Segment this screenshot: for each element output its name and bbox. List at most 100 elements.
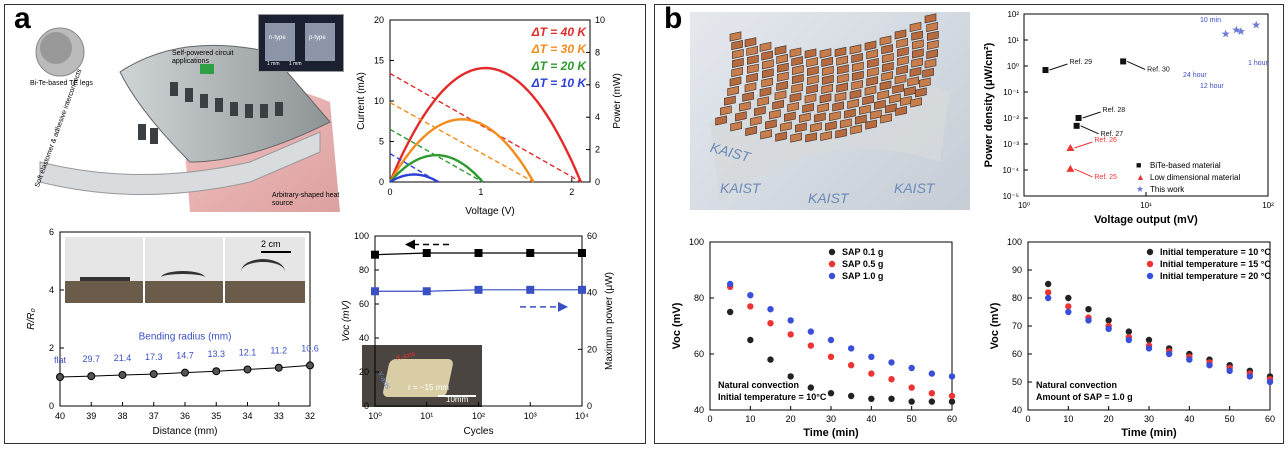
te-tile [835,128,847,139]
cycle-point-0-2 [474,249,483,257]
te-tile [790,132,802,143]
te-tile [915,87,927,98]
te-tile [912,48,924,59]
series-power-curve-2 [389,153,484,183]
point-0-7 [868,395,875,402]
time-label-2: 12 hour [1200,83,1224,90]
y2-axis-title: Maximum power (μW) [604,272,615,370]
point-0-3 [1105,317,1112,324]
te-tile [924,58,937,69]
te-tile [747,63,759,74]
radius-label: r = ~15 mm [408,383,449,392]
y-tick-label: 80 [359,265,369,275]
te-tile [834,46,847,57]
point-2-5 [827,336,835,344]
te-tile [762,68,774,79]
te-tile [792,73,804,84]
te-tile [789,92,802,103]
x-axis-title: Time (min) [803,427,859,439]
te-tile [892,83,904,94]
n-type-label: n-type [269,35,286,41]
y-tick-label: 6 [49,227,54,237]
radius-label-5: 13.3 [207,349,225,359]
bite-point-3 [1073,122,1080,129]
legend-marker-1: ▲ [1136,172,1145,182]
te-tile [821,56,833,67]
te-tile [866,76,878,87]
annotation-0: Natural convection [718,380,799,390]
y2-tick-label: 6 [595,80,600,90]
ref-label-4: Ref. 26 [1094,137,1117,144]
te-tile [769,109,781,120]
te-tile [910,97,922,108]
point-1-4 [807,342,815,349]
te-tile [745,125,757,136]
point-0-9 [908,398,915,405]
y2-tick-label: 0 [595,177,600,187]
te-tile [806,57,818,68]
y-tick-label: 15 [374,56,384,66]
te-tile [821,83,833,94]
kaist-text-3: KAIST [808,190,849,206]
legend-marker-0 [1146,248,1154,256]
te-tile [819,93,832,104]
point-2-11 [1266,378,1274,386]
te-tile [776,53,788,64]
point-0-10 [928,398,936,405]
point-0-3 [787,373,794,380]
point-2-7 [1186,356,1193,363]
te-tile [780,121,792,132]
legend-marker-2: ★ [1136,184,1144,194]
bite-point-2 [1075,115,1082,121]
annotation-1: Amount of SAP = 1.0 g [1036,392,1133,402]
y-tick-label: 10⁰ [1007,62,1019,71]
te-tile [850,124,862,135]
x-tick-label: 10³ [524,411,537,421]
radius-label-7: 11.2 [270,346,287,356]
te-tile [882,53,894,64]
legend-entry-2: This work [1150,185,1185,194]
te-tile [844,108,856,119]
point-2-1 [1065,308,1072,316]
y-tick-label: 60 [694,349,704,359]
annotation-0: Natural convection [1036,380,1117,390]
point-2-8 [1206,362,1213,369]
te-tile [889,93,901,104]
substrate-sheet [39,131,321,195]
te-tile [862,95,874,106]
legend-entry-3: ΔT = 10 K [531,76,588,90]
x-tick-label: 2 [569,187,574,197]
te-tile [775,131,787,142]
point-2-8 [888,359,895,366]
x-tick-label: 10 [745,414,755,424]
resistance-point-8 [306,361,314,370]
y2-axis-title: Power (mW) [612,73,623,129]
circuit-chip [200,64,214,74]
y2-tick-label: 60 [587,231,597,241]
annotation-1: Initial temperature = 10°C [718,392,827,402]
x-axis-title: Distance (mm) [152,426,217,437]
te-tile [867,66,879,78]
te-tile [819,48,832,59]
np-inset-photo: n-type p-type 1 mm 1 mm [258,14,344,72]
te-tile [744,82,757,93]
te-tile [897,46,909,57]
inset-scale-2: 1 mm [289,61,302,67]
x-tick-label: 33 [274,411,284,421]
ref-arrow-4 [1074,141,1093,149]
legend-entry-1: ΔT = 30 K [531,42,588,56]
te-tile [807,65,819,77]
point-0-4 [1125,328,1133,335]
cycle-scale-label: 10mm [446,395,469,404]
point-0-2 [1085,306,1092,313]
y-tick-label: 5 [379,137,384,147]
te-tile [810,122,822,133]
point-1-7 [868,370,875,377]
y-axis-title: R/R₀ [26,308,37,329]
x-tick-label: 10 [1063,414,1073,424]
te-tile [855,114,867,125]
x-tick-label: 40 [55,411,65,421]
low-dim-point-4 [1066,144,1075,152]
te-tile [849,44,862,55]
te-tile [787,101,799,113]
